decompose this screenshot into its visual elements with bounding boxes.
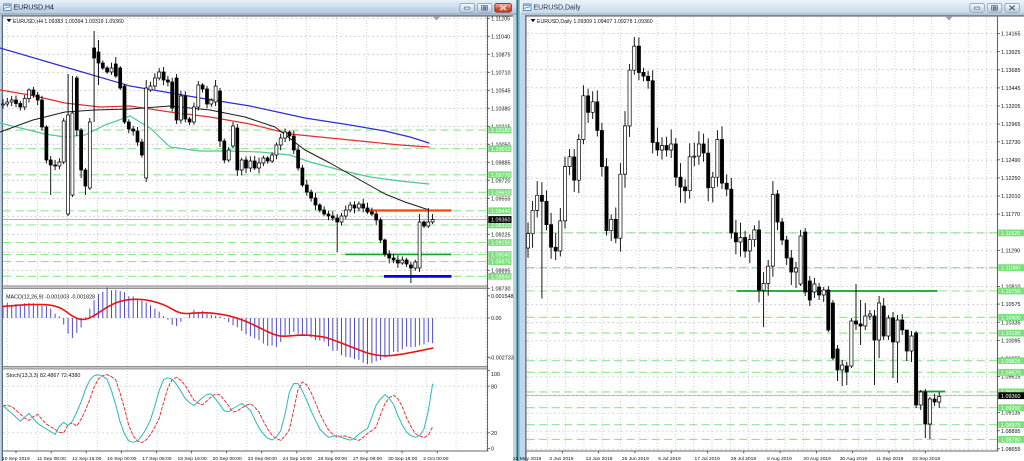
svg-text:1.08895: 1.08895 — [1001, 429, 1021, 435]
svg-text:1.10380: 1.10380 — [491, 106, 511, 112]
svg-text:1.09555: 1.09555 — [491, 196, 511, 202]
svg-text:20 Sep 00:00: 20 Sep 00:00 — [213, 456, 242, 461]
svg-text:27 Sep 08:00: 27 Sep 08:00 — [353, 456, 382, 461]
svg-text:1.10400: 1.10400 — [1001, 315, 1021, 321]
svg-text:17 Jul 2019: 17 Jul 2019 — [695, 456, 721, 461]
svg-text:1.10710: 1.10710 — [491, 70, 511, 76]
svg-text:1.09200: 1.09200 — [1001, 406, 1021, 412]
svg-text:1.12490: 1.12490 — [1001, 158, 1021, 164]
svg-text:11 Sep 2019: 11 Sep 2019 — [876, 456, 904, 461]
svg-text:80: 80 — [491, 384, 497, 390]
svg-text:-0.002733: -0.002733 — [490, 355, 514, 361]
svg-text:EURUSD,Daily 1.09309 1.09407: EURUSD,Daily 1.09309 1.09407 1.09278 1.0… — [537, 19, 653, 25]
svg-text:0.00: 0.00 — [491, 316, 502, 322]
svg-text:1.13925: 1.13925 — [1001, 50, 1021, 56]
svg-text:1.09610: 1.09610 — [491, 190, 511, 196]
svg-text:23 Sep 08:00: 23 Sep 08:00 — [248, 456, 277, 461]
svg-text:18 Sep 16:00: 18 Sep 16:00 — [178, 456, 207, 461]
svg-text:1.10750: 1.10750 — [1001, 289, 1021, 295]
svg-text:0: 0 — [491, 447, 494, 453]
svg-text:1.10810: 1.10810 — [1001, 285, 1021, 291]
svg-text:1.11040: 1.11040 — [491, 34, 510, 40]
svg-text:1.12250: 1.12250 — [1001, 176, 1021, 182]
svg-text:1.10335: 1.10335 — [1001, 320, 1021, 326]
svg-text:Stoch(13,3,3) 82.4867 72.4380: Stoch(13,3,3) 82.4867 72.4380 — [6, 373, 80, 379]
svg-text:1.13685: 1.13685 — [1001, 68, 1021, 74]
svg-text:1.08730: 1.08730 — [491, 286, 511, 292]
svg-text:1.09360: 1.09360 — [491, 218, 511, 224]
svg-text:1.08895: 1.08895 — [491, 268, 511, 274]
svg-text:100: 100 — [491, 372, 500, 378]
svg-text:26 Sep 00:00: 26 Sep 00:00 — [318, 456, 347, 461]
svg-text:16 Sep 00:00: 16 Sep 00:00 — [107, 456, 136, 461]
svg-text:MACD(12,26,9) -0.001003 -0.001: MACD(12,26,9) -0.001003 -0.001828 — [6, 295, 95, 301]
svg-text:1.12965: 1.12965 — [1001, 122, 1021, 128]
svg-text:1.09670: 1.09670 — [1001, 370, 1021, 376]
svg-text:1.09225: 1.09225 — [491, 232, 511, 238]
svg-text:0.001548: 0.001548 — [491, 294, 513, 300]
svg-text:1.09440: 1.09440 — [491, 209, 511, 215]
svg-text:1.10095: 1.10095 — [1001, 338, 1021, 344]
svg-text:EURUSD,Daily: EURUSD,Daily — [534, 5, 582, 12]
svg-text:1.12730: 1.12730 — [1001, 140, 1021, 146]
svg-text:13 Jun 2019: 13 Jun 2019 — [586, 456, 613, 461]
svg-text:1.10010: 1.10010 — [491, 147, 511, 153]
svg-text:1.12010: 1.12010 — [1001, 194, 1021, 200]
svg-text:1.09135: 1.09135 — [1001, 411, 1021, 417]
svg-text:30 Aug 2019: 30 Aug 2019 — [840, 456, 868, 461]
svg-text:1.10190: 1.10190 — [1001, 331, 1021, 337]
svg-text:1.11770: 1.11770 — [1001, 212, 1020, 218]
svg-text:1.13205: 1.13205 — [1001, 104, 1021, 110]
svg-text:23 Sep 2019: 23 Sep 2019 — [912, 456, 940, 461]
svg-text:1.09360: 1.09360 — [1001, 394, 1021, 400]
svg-text:EURUSD,H4 1.09383 1.09394 1.0: EURUSD,H4 1.09383 1.09394 1.09319 1.0936… — [13, 19, 124, 25]
svg-text:1.08780: 1.08780 — [1001, 438, 1021, 444]
svg-text:1.09310: 1.09310 — [491, 223, 511, 229]
svg-text:2 Oct 00:00: 2 Oct 00:00 — [423, 456, 449, 461]
svg-text:1.09825: 1.09825 — [1001, 359, 1021, 365]
svg-text:1.09040: 1.09040 — [491, 253, 511, 259]
svg-text:12 Sep 16:00: 12 Sep 16:00 — [72, 456, 101, 461]
svg-text:1.10875: 1.10875 — [491, 52, 511, 58]
svg-text:1.09770: 1.09770 — [491, 173, 511, 179]
svg-text:22 May 2019: 22 May 2019 — [513, 456, 542, 461]
svg-text:1.09720: 1.09720 — [491, 178, 511, 184]
svg-text:1.08655: 1.08655 — [1001, 447, 1021, 453]
svg-text:1.09150: 1.09150 — [491, 241, 511, 247]
svg-text:1.11060: 1.11060 — [1001, 266, 1020, 272]
svg-text:17 Sep 08:00: 17 Sep 08:00 — [142, 456, 171, 461]
svg-text:1.11290: 1.11290 — [1001, 248, 1020, 254]
svg-text:EURUSD,H4: EURUSD,H4 — [14, 5, 55, 12]
svg-text:1.09615: 1.09615 — [1001, 375, 1021, 381]
svg-text:1.11520: 1.11520 — [1001, 231, 1020, 237]
svg-text:1.08975: 1.08975 — [1001, 423, 1021, 429]
svg-text:3 Jun 2019: 3 Jun 2019 — [549, 456, 573, 461]
svg-text:5 Jul 2019: 5 Jul 2019 — [658, 456, 681, 461]
svg-text:1.09885: 1.09885 — [491, 160, 511, 166]
svg-text:24 Sep 16:00: 24 Sep 16:00 — [283, 456, 312, 461]
svg-text:1.10180: 1.10180 — [491, 128, 511, 134]
svg-text:1.14165: 1.14165 — [1001, 32, 1021, 38]
svg-text:25 Jun 2019: 25 Jun 2019 — [622, 456, 649, 461]
svg-text:10 Sep 2019: 10 Sep 2019 — [2, 456, 30, 461]
svg-text:1.10545: 1.10545 — [491, 88, 511, 94]
svg-text:1.08840: 1.08840 — [491, 274, 511, 280]
svg-text:1.13445: 1.13445 — [1001, 86, 1021, 92]
svg-text:11 Sep 08:00: 11 Sep 08:00 — [37, 456, 66, 461]
svg-text:20: 20 — [491, 431, 497, 437]
svg-text:1.10575: 1.10575 — [1001, 302, 1021, 308]
svg-text:8 Aug 2019: 8 Aug 2019 — [767, 456, 792, 461]
svg-text:29 Jul 2019: 29 Jul 2019 — [731, 456, 757, 461]
svg-text:20 Aug 2019: 20 Aug 2019 — [803, 456, 831, 461]
svg-text:1.11205: 1.11205 — [491, 16, 510, 22]
svg-text:1.08975: 1.08975 — [491, 260, 511, 266]
svg-text:30 Sep 16:00: 30 Sep 16:00 — [388, 456, 417, 461]
